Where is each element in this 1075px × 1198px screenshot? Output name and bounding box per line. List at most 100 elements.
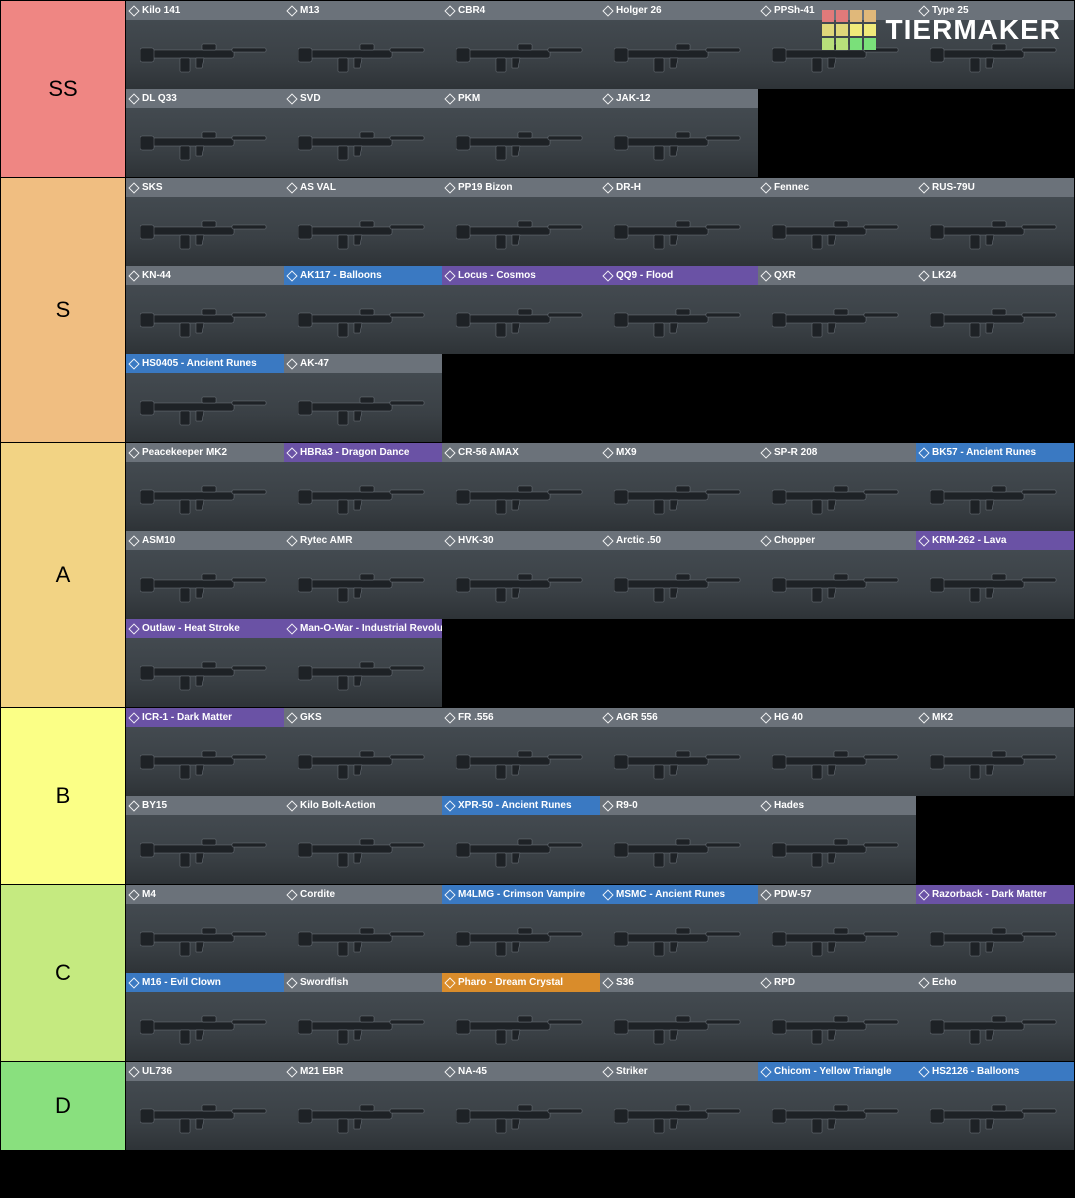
tier-item[interactable]: DR-H: [600, 178, 758, 266]
tier-item[interactable]: Locus - Cosmos: [442, 266, 600, 354]
tier-item[interactable]: Swordfish: [284, 973, 442, 1061]
tier-item[interactable]: S36: [600, 973, 758, 1061]
tier-items-c[interactable]: M4 Cordite M4LMG - Crimson Vampire MSM: [126, 885, 1074, 1061]
item-name: M16 - Evil Clown: [142, 978, 221, 988]
tier-item[interactable]: M13: [284, 1, 442, 89]
tier-label-d[interactable]: D: [1, 1062, 126, 1150]
tier-item[interactable]: HBRa3 - Dragon Dance: [284, 443, 442, 531]
tier-item[interactable]: Cordite: [284, 885, 442, 973]
tier-item[interactable]: MX9: [600, 443, 758, 531]
tier-item[interactable]: R9-0: [600, 796, 758, 884]
tier-label-a[interactable]: A: [1, 443, 126, 707]
tier-item[interactable]: CBR4: [442, 1, 600, 89]
tier-item[interactable]: AGR 556: [600, 708, 758, 796]
tier-items-s[interactable]: SKS AS VAL PP19 Bizon DR-H: [126, 178, 1074, 442]
tier-item[interactable]: BY15: [126, 796, 284, 884]
tier-item[interactable]: DL Q33: [126, 89, 284, 177]
tier-item[interactable]: ASM10: [126, 531, 284, 619]
tier-item[interactable]: HS2126 - Balloons: [916, 1062, 1074, 1150]
tier-item[interactable]: ICR-1 - Dark Matter: [126, 708, 284, 796]
tier-item[interactable]: JAK-12: [600, 89, 758, 177]
item-name: SP-R 208: [774, 448, 817, 458]
tier-item[interactable]: SP-R 208: [758, 443, 916, 531]
tier-item[interactable]: AS VAL: [284, 178, 442, 266]
tier-item[interactable]: M4: [126, 885, 284, 973]
tier-item[interactable]: SVD: [284, 89, 442, 177]
tier-item[interactable]: Peacekeeper MK2: [126, 443, 284, 531]
tier-label-ss[interactable]: SS: [1, 1, 126, 177]
tier-item[interactable]: PDW-57: [758, 885, 916, 973]
tier-item[interactable]: AK117 - Balloons: [284, 266, 442, 354]
tier-item[interactable]: PKM: [442, 89, 600, 177]
tier-item[interactable]: Striker: [600, 1062, 758, 1150]
tier-item[interactable]: Holger 26: [600, 1, 758, 89]
tier-item[interactable]: Pharo - Dream Crystal: [442, 973, 600, 1061]
tier-item[interactable]: Kilo 141: [126, 1, 284, 89]
tier-items-a[interactable]: Peacekeeper MK2 HBRa3 - Dragon Dance CR-…: [126, 443, 1074, 707]
tier-item[interactable]: NA-45: [442, 1062, 600, 1150]
item-image: [284, 108, 442, 177]
tier-item[interactable]: GKS: [284, 708, 442, 796]
item-header: RPD: [758, 973, 916, 992]
tier-item[interactable]: Chicom - Yellow Triangle: [758, 1062, 916, 1150]
weapon-silhouette-icon: [298, 652, 428, 694]
item-name: Locus - Cosmos: [458, 271, 536, 281]
item-name: HS0405 - Ancient Runes: [142, 359, 257, 369]
tier-item[interactable]: Arctic .50: [600, 531, 758, 619]
item-header: Rytec AMR: [284, 531, 442, 550]
weapon-silhouette-icon: [456, 211, 586, 253]
tier-item[interactable]: Man-O-War - Industrial Revolution: [284, 619, 442, 707]
tier-label-c[interactable]: C: [1, 885, 126, 1061]
weapon-silhouette-icon: [298, 564, 428, 606]
item-header: XPR-50 - Ancient Runes: [442, 796, 600, 815]
item-name: DR-H: [616, 183, 641, 193]
item-header: PPSh-41: [758, 1, 916, 20]
tier-item[interactable]: QQ9 - Flood: [600, 266, 758, 354]
tier-item[interactable]: PPSh-41: [758, 1, 916, 89]
tier-item[interactable]: RUS-79U: [916, 178, 1074, 266]
tier-item[interactable]: Razorback - Dark Matter: [916, 885, 1074, 973]
tier-item[interactable]: HS0405 - Ancient Runes: [126, 354, 284, 442]
tier-label-s[interactable]: S: [1, 178, 126, 442]
item-image: [126, 992, 284, 1061]
weapon-silhouette-icon: [298, 741, 428, 783]
tier-item[interactable]: Hades: [758, 796, 916, 884]
tier-item[interactable]: CR-56 AMAX: [442, 443, 600, 531]
item-image: [442, 462, 600, 531]
tier-item[interactable]: HVK-30: [442, 531, 600, 619]
item-name: Kilo Bolt-Action: [300, 801, 376, 811]
tier-item[interactable]: BK57 - Ancient Runes: [916, 443, 1074, 531]
rarity-diamond-icon: [444, 712, 455, 723]
tier-item[interactable]: LK24: [916, 266, 1074, 354]
tier-items-b[interactable]: ICR-1 - Dark Matter GKS FR .556 AGR 55: [126, 708, 1074, 884]
tier-item[interactable]: MK2: [916, 708, 1074, 796]
tier-item[interactable]: RPD: [758, 973, 916, 1061]
tier-item[interactable]: QXR: [758, 266, 916, 354]
tier-item[interactable]: Chopper: [758, 531, 916, 619]
tier-items-d[interactable]: UL736 M21 EBR NA-45 Striker: [126, 1062, 1074, 1150]
tier-item[interactable]: M21 EBR: [284, 1062, 442, 1150]
tier-item[interactable]: M16 - Evil Clown: [126, 973, 284, 1061]
tier-item[interactable]: XPR-50 - Ancient Runes: [442, 796, 600, 884]
tier-item[interactable]: Rytec AMR: [284, 531, 442, 619]
tier-item[interactable]: Kilo Bolt-Action: [284, 796, 442, 884]
tier-item[interactable]: FR .556: [442, 708, 600, 796]
tier-item[interactable]: SKS: [126, 178, 284, 266]
tier-item[interactable]: Echo: [916, 973, 1074, 1061]
tier-item[interactable]: HG 40: [758, 708, 916, 796]
tier-item[interactable]: KRM-262 - Lava: [916, 531, 1074, 619]
tier-item[interactable]: KN-44: [126, 266, 284, 354]
tier-item[interactable]: Fennec: [758, 178, 916, 266]
tier-item[interactable]: MSMC - Ancient Runes: [600, 885, 758, 973]
item-name: Pharo - Dream Crystal: [458, 978, 563, 988]
tier-item[interactable]: AK-47: [284, 354, 442, 442]
tier-items-ss[interactable]: Kilo 141 M13 CBR4 Holger 26: [126, 1, 1074, 177]
tier-item[interactable]: Type 25: [916, 1, 1074, 89]
tier-row-s: SSKS AS VAL PP19 Bizon DR-H: [1, 178, 1074, 443]
tier-item[interactable]: PP19 Bizon: [442, 178, 600, 266]
tier-item[interactable]: UL736: [126, 1062, 284, 1150]
tier-item[interactable]: M4LMG - Crimson Vampire: [442, 885, 600, 973]
tier-label-b[interactable]: B: [1, 708, 126, 884]
tier-item[interactable]: Outlaw - Heat Stroke: [126, 619, 284, 707]
weapon-silhouette-icon: [140, 564, 270, 606]
